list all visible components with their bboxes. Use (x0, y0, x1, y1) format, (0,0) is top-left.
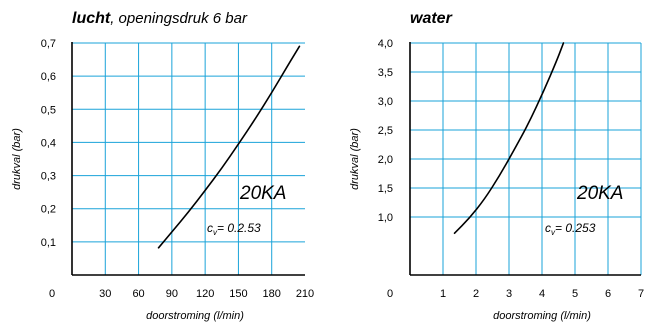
x-tick-label: 2 (473, 288, 479, 300)
x-tick-label: 4 (539, 288, 545, 300)
cv-prefix: c (207, 221, 213, 235)
x-tick-label: 210 (296, 288, 314, 300)
x-tick-label: 3 (506, 288, 512, 300)
y-axis-label: drukval (bar) (349, 128, 361, 190)
x-tick-label: 180 (263, 288, 281, 300)
y-tick-label: 0,7 (41, 38, 56, 50)
chart-title: lucht, openingsdruk 6 bar (72, 10, 248, 27)
chart-panel-water: 0 1 2 3 4 5 6 7 1,0 1,5 2,0 2,5 3,0 3,5 4,0 water doorst… (349, 10, 644, 322)
pressure-drop-curve (453, 42, 565, 235)
cv-subscript: v (551, 228, 556, 237)
chart-title-bold: water (410, 10, 453, 27)
chart-panel-lucht: 0 30 60 90 120 150 180 210 0,1 0,2 0,3 0,4 0,5 0,6 0,7… (11, 10, 314, 322)
y-tick-label: 1,0 (378, 212, 393, 224)
x-tick-label: 120 (196, 288, 214, 300)
cv-value: = 0.2.53 (217, 221, 261, 235)
y-tick-label: 2,0 (378, 154, 393, 166)
y-tick-label: 3,5 (378, 67, 393, 79)
model-label: 20KA (239, 183, 286, 204)
x-tick-label: 90 (166, 288, 178, 300)
y-axis-label: drukval (bar) (11, 128, 23, 190)
y-tick-label: 2,5 (378, 125, 393, 137)
y-tick-label: 0,3 (41, 171, 56, 183)
cv-prefix: c (545, 221, 551, 235)
y-tick-label: 0,1 (41, 237, 56, 249)
y-tick-label: 1,5 (378, 183, 393, 195)
x-tick-label: 30 (99, 288, 111, 300)
cv-annotation: cv= 0.253 (545, 221, 596, 237)
pressure-drop-curve (157, 45, 301, 249)
x-tick-label: 150 (229, 288, 247, 300)
x-tick-label: 60 (132, 288, 144, 300)
x-tick-label: 1 (440, 288, 446, 300)
x-axis-label: doorstroming (l/min) (146, 310, 244, 322)
x-tick-label: 7 (638, 288, 644, 300)
y-tick-label: 0,2 (41, 204, 56, 216)
y-tick-label: 4,0 (378, 38, 393, 50)
y-tick-label: 3,0 (378, 96, 393, 108)
cv-subscript: v (213, 228, 218, 237)
cv-value: = 0.253 (555, 221, 596, 235)
y-tick-label: 0,5 (41, 104, 56, 116)
cv-annotation: cv= 0.2.53 (207, 221, 261, 237)
chart-title-bold: lucht (72, 10, 111, 27)
model-label: 20KA (576, 183, 623, 204)
x-tick-label: 5 (572, 288, 578, 300)
y-tick-label: 0,4 (41, 137, 56, 149)
chart-title: water (410, 10, 453, 27)
y-tick-label: 0,6 (41, 71, 56, 83)
x-tick-label: 0 (387, 288, 393, 300)
x-axis-label: doorstroming (l/min) (493, 310, 591, 322)
chart-title-rest: , openingsdruk 6 bar (110, 10, 248, 27)
x-tick-label: 6 (605, 288, 611, 300)
x-tick-label: 0 (49, 288, 55, 300)
